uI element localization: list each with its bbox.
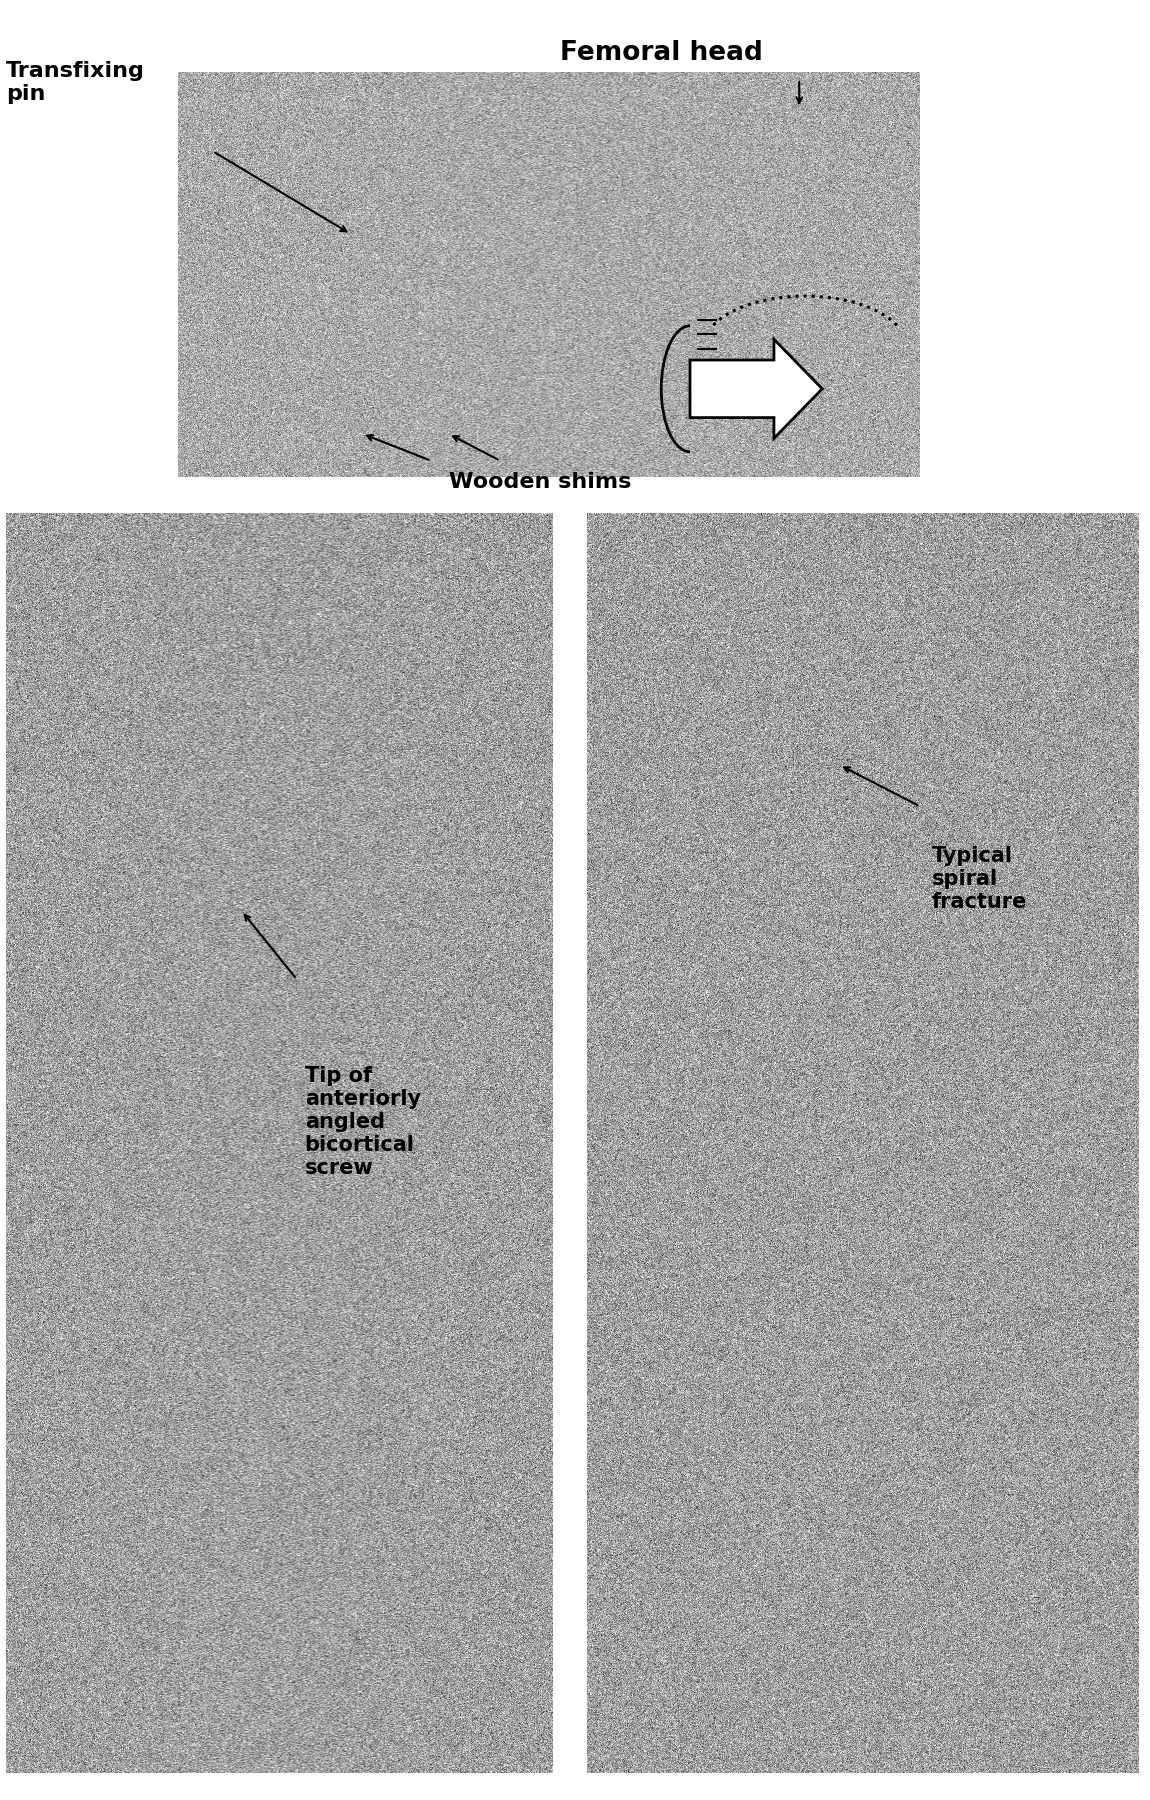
Text: Transfixing
pin: Transfixing pin	[6, 61, 145, 104]
Text: Femoral head: Femoral head	[560, 40, 762, 65]
Text: Typical
spiral
fracture: Typical spiral fracture	[932, 846, 1027, 913]
FancyArrow shape	[690, 338, 822, 437]
Text: Wooden shims: Wooden shims	[450, 472, 631, 491]
Text: Tip of
anteriorly
angled
bicortical
screw: Tip of anteriorly angled bicortical scre…	[305, 1066, 421, 1179]
